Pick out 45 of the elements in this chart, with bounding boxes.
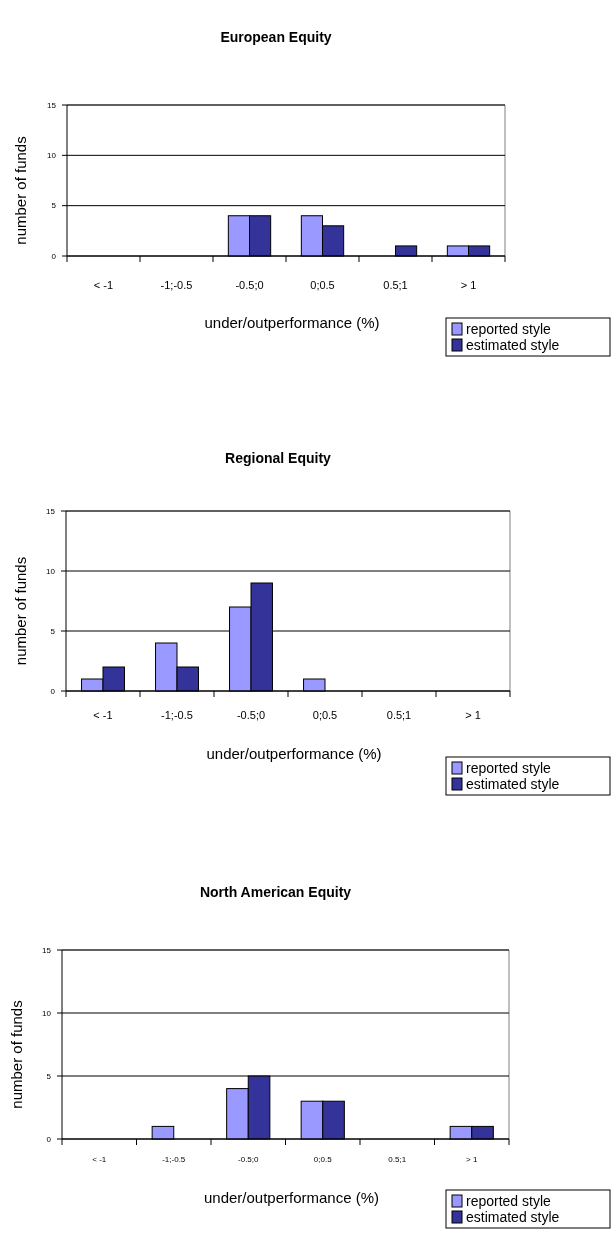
- y-tick-label: 5: [46, 1071, 52, 1081]
- y-tick-label: 5: [51, 201, 57, 211]
- x-tick-label: -1;-0.5: [161, 709, 193, 721]
- x-tick-label: < -1: [92, 1155, 107, 1164]
- x-tick-label: -0.5;0: [235, 279, 264, 291]
- x-axis-title: under/outperformance (%): [206, 745, 382, 762]
- chart-title: Regional Equity: [225, 450, 332, 466]
- x-axis-title: under/outperformance (%): [204, 314, 380, 331]
- y-tick-label: 15: [46, 506, 56, 516]
- y-tick-label: 5: [50, 626, 56, 636]
- legend-label: reported style: [466, 759, 552, 776]
- x-tick-label: < -1: [93, 709, 113, 721]
- y-tick-label: 10: [42, 1008, 52, 1018]
- y-tick-label: 10: [46, 566, 56, 576]
- x-axis-title: under/outperformance (%): [203, 1189, 380, 1206]
- x-tick-label: -1;-0.5: [160, 279, 193, 291]
- x-tick-label: 0.5;1: [386, 709, 412, 721]
- legend-label: estimated style: [466, 336, 560, 353]
- x-tick-label: 0;0.5: [313, 1155, 333, 1164]
- x-tick-label: -1;-0.5: [162, 1155, 186, 1164]
- y-axis-title: number of funds: [12, 556, 29, 666]
- x-tick-label: > 1: [466, 1155, 478, 1164]
- x-tick-label: -0.5;0: [236, 709, 266, 721]
- chart-title: North American Equity: [199, 884, 352, 900]
- legend-label: reported style: [466, 320, 552, 337]
- x-tick-label: > 1: [465, 709, 481, 721]
- x-tick-label: < -1: [93, 279, 114, 291]
- y-tick-label: 0: [51, 251, 57, 261]
- legend-label: reported style: [466, 1192, 552, 1209]
- y-tick-label: 15: [42, 945, 52, 955]
- legend-label: estimated style: [466, 1208, 560, 1225]
- chart-title: European Equity: [220, 29, 332, 45]
- y-tick-label: 15: [47, 100, 57, 110]
- y-tick-label: 0: [46, 1134, 52, 1144]
- x-tick-label: 0.5;1: [388, 1155, 407, 1164]
- y-axis-title: number of funds: [12, 136, 29, 245]
- y-tick-label: 0: [50, 686, 56, 696]
- x-tick-label: 0.5;1: [383, 279, 408, 291]
- legend-label: estimated style: [466, 775, 560, 792]
- y-axis-title: number of funds: [8, 1000, 25, 1109]
- x-tick-label: > 1: [460, 279, 477, 291]
- y-tick-label: 10: [47, 150, 57, 160]
- x-tick-label: 0;0.5: [310, 279, 335, 291]
- x-tick-label: 0;0.5: [312, 709, 338, 721]
- x-tick-label: -0.5;0: [238, 1155, 260, 1164]
